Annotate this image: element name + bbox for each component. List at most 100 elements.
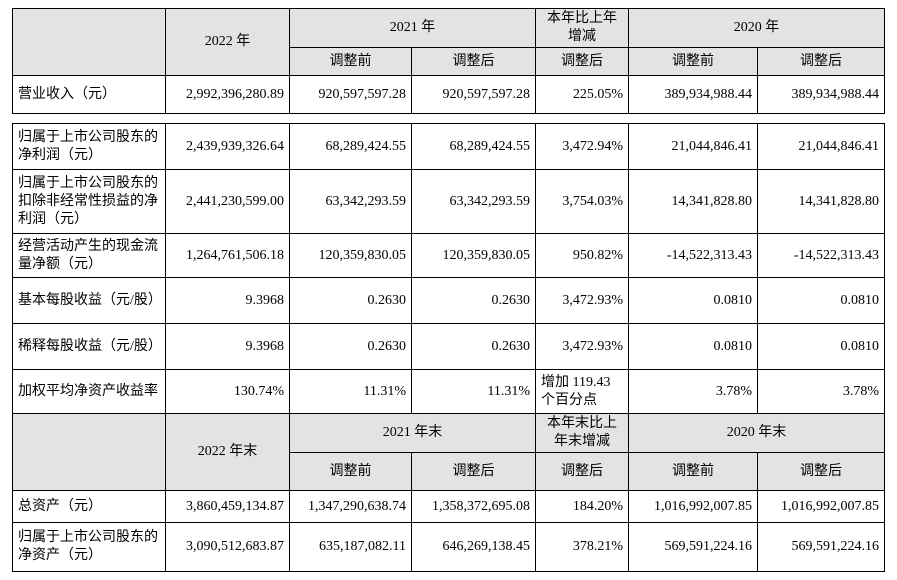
cell: 130.74%: [165, 369, 290, 414]
gap-row: [12, 113, 885, 124]
cell: 1,347,290,638.74: [289, 490, 412, 523]
cell: 调整后: [535, 452, 629, 491]
cell: 21,044,846.41: [757, 123, 885, 170]
cell: 21,044,846.41: [628, 123, 758, 170]
empty-cell: [12, 413, 166, 491]
cell: 389,934,988.44: [628, 75, 758, 114]
cell: 646,269,138.45: [411, 522, 536, 572]
data-row: 营业收入（元） 2,992,396,280.89 920,597,597.28 920…: [12, 75, 885, 114]
header-row: 2022 年 2021 年本年比上年增减 2020 年: [12, 8, 885, 76]
cell: 调整前: [628, 452, 758, 491]
cell: 1,264,761,506.18: [165, 233, 290, 278]
cell: 2022 年: [165, 8, 290, 76]
cell: 1,358,372,695.08: [411, 490, 536, 523]
cell: 归属于上市公司股东的净利润（元）: [12, 123, 166, 170]
cell: 3,472.93%: [535, 323, 629, 370]
header-row: 2022 年末 2021 年末 本年末比上年末增减 2020 年末: [12, 413, 885, 491]
cell: 3,472.94%: [535, 123, 629, 170]
cell: 14,341,828.80: [757, 169, 885, 234]
data-row: 经营活动产生的现金流量净额（元） 1,264,761,506.18 120,359,…: [12, 233, 885, 278]
data-row: 归属于上市公司股东的扣除非经常性损益的净利润（元） 2,441,230,599.0…: [12, 169, 885, 234]
cell: 1,016,992,007.85: [757, 490, 885, 523]
data-row: 归属于上市公司股东的净资产（元） 3,090,512,683.87 635,187,…: [12, 522, 885, 572]
cell: 3,754.03%: [535, 169, 629, 234]
cell: 本年末比上年末增减: [535, 413, 629, 453]
cell: 950.82%: [535, 233, 629, 278]
cell: 0.0810: [628, 323, 758, 370]
cell: 基本每股收益（元/股）: [12, 277, 166, 324]
empty-cell: [12, 113, 885, 124]
cell: 0.2630: [411, 323, 536, 370]
cell: 调整前: [628, 47, 758, 76]
header-row: 调整前 调整后 调整后 调整前 调整后: [13, 47, 885, 76]
cell: 9.3968: [165, 277, 290, 324]
cell: 389,934,988.44: [757, 75, 885, 114]
cell: 120,359,830.05: [411, 233, 536, 278]
cell: 0.0810: [757, 277, 885, 324]
cell: 调整后: [757, 452, 885, 491]
cell: 0.2630: [289, 323, 412, 370]
cell: 569,591,224.16: [628, 522, 758, 572]
cell: 3.78%: [628, 369, 758, 414]
cell: -14,522,313.43: [757, 233, 885, 278]
cell: 3,090,512,683.87: [165, 522, 290, 572]
cell: 营业收入（元）: [12, 75, 166, 114]
cell: 63,342,293.59: [411, 169, 536, 234]
cell: 920,597,597.28: [289, 75, 412, 114]
cell: 184.20%: [535, 490, 629, 523]
cell: 225.05%: [535, 75, 629, 114]
cell: 稀释每股收益（元/股）: [12, 323, 166, 370]
cell: 378.21%: [535, 522, 629, 572]
cell: 总资产（元）: [12, 490, 166, 523]
cell: 68,289,424.55: [411, 123, 536, 170]
cell: 63,342,293.59: [289, 169, 412, 234]
cell: 9.3968: [165, 323, 290, 370]
cell: 0.2630: [411, 277, 536, 324]
cell: 调整后: [411, 47, 536, 76]
cell: 2,441,230,599.00: [165, 169, 290, 234]
cell: 14,341,828.80: [628, 169, 758, 234]
cell: 2,439,939,326.64: [165, 123, 290, 170]
cell: 11.31%: [289, 369, 412, 414]
cell: 0.0810: [757, 323, 885, 370]
cell: 增加 119.43 个百分点: [535, 369, 629, 414]
cell: 120,359,830.05: [289, 233, 412, 278]
cell: 0.0810: [628, 277, 758, 324]
cell: 2,992,396,280.89: [165, 75, 290, 114]
cell: 1,016,992,007.85: [628, 490, 758, 523]
cell: -14,522,313.43: [628, 233, 758, 278]
header-row: 调整前 调整后 调整后 调整前 调整后: [13, 452, 885, 491]
cell: 调整后: [757, 47, 885, 76]
cell: 68,289,424.55: [289, 123, 412, 170]
cell: 归属于上市公司股东的净资产（元）: [12, 522, 166, 572]
cell: 2021 年: [289, 8, 536, 48]
cell: 3,472.93%: [535, 277, 629, 324]
data-row: 加权平均净资产收益率 130.74% 11.31% 11.31% 增加 119.43 个…: [12, 369, 885, 414]
cell: 调整后: [535, 47, 629, 76]
data-row: 总资产（元） 3,860,459,134.87 1,347,290,638.74 1,…: [12, 490, 885, 523]
data-row: 归属于上市公司股东的净利润（元） 2,439,939,326.64 68,289,4…: [12, 123, 885, 170]
data-row: 稀释每股收益（元/股） 9.3968 0.2630 0.2630 3,472.93% 0.…: [12, 323, 885, 370]
cell: 调整前: [289, 47, 412, 76]
cell: 635,187,082.11: [289, 522, 412, 572]
table-body: 2022 年 2021 年本年比上年增减 2020 年调整前 调整后 调整后 调整前 调整后…: [12, 8, 885, 572]
empty-cell: [12, 8, 166, 76]
cell: 3.78%: [757, 369, 885, 414]
cell: 加权平均净资产收益率: [12, 369, 166, 414]
financial-table: 2022 年 2021 年本年比上年增减 2020 年调整前 调整后 调整后 调整前 调整后…: [12, 8, 885, 572]
cell: 2020 年末: [628, 413, 885, 453]
cell: 调整前: [289, 452, 412, 491]
cell: 2022 年末: [165, 413, 290, 491]
cell: 2021 年末: [289, 413, 536, 453]
cell: 11.31%: [411, 369, 536, 414]
cell: 920,597,597.28: [411, 75, 536, 114]
data-row: 基本每股收益（元/股） 9.3968 0.2630 0.2630 3,472.93% 0.…: [12, 277, 885, 324]
cell: 归属于上市公司股东的扣除非经常性损益的净利润（元）: [12, 169, 166, 234]
cell: 本年比上年增减: [535, 8, 629, 48]
cell: 3,860,459,134.87: [165, 490, 290, 523]
cell: 调整后: [411, 452, 536, 491]
cell: 经营活动产生的现金流量净额（元）: [12, 233, 166, 278]
cell: 2020 年: [628, 8, 885, 48]
cell: 569,591,224.16: [757, 522, 885, 572]
